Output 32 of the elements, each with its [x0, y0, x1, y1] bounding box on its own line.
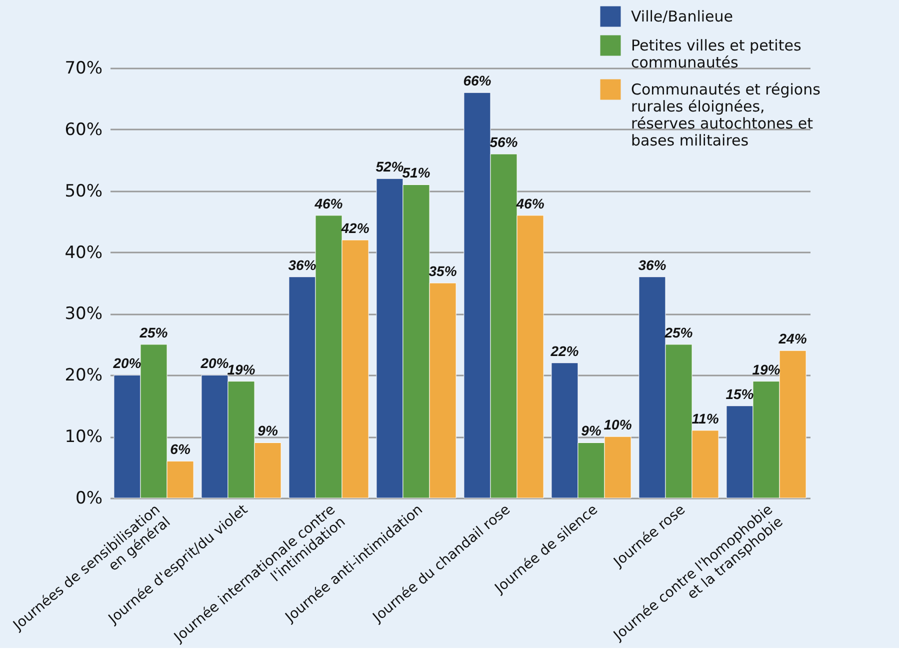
data-label: 24%	[778, 330, 808, 347]
data-label: 51%	[402, 164, 431, 181]
y-tick-label: 40%	[64, 242, 102, 263]
y-tick-label: 20%	[64, 366, 102, 386]
data-label: 36%	[288, 256, 317, 273]
legend-label: Communautés et régions rurales éloignées, réserves autochtones et bases militaires	[631, 80, 821, 150]
y-tick-label: 0%	[76, 488, 102, 508]
data-label: 9%	[258, 422, 278, 439]
data-label: 19%	[752, 361, 781, 378]
data-label: 19%	[227, 361, 256, 378]
data-label: 36%	[638, 256, 667, 273]
data-label: 20%	[200, 355, 230, 372]
data-label: 46%	[314, 195, 344, 212]
y-tick-label: 60%	[64, 120, 102, 140]
y-tick-label: 50%	[64, 181, 102, 202]
y-tick-label: 70%	[64, 58, 102, 78]
data-label: 10%	[604, 416, 632, 433]
data-label: 25%	[138, 324, 168, 340]
data-label: 6%	[170, 441, 191, 458]
legend-label: Petites villes et petites communautés	[631, 36, 802, 72]
data-label: 15%	[726, 386, 754, 402]
data-label: 22%	[550, 342, 580, 359]
data-label: 52%	[376, 158, 404, 175]
data-label: 20%	[112, 355, 142, 372]
y-tick-label: 10%	[64, 427, 102, 448]
data-label: 56%	[490, 134, 518, 150]
data-label: 35%	[428, 263, 458, 279]
data-label: 11%	[692, 410, 720, 426]
data-label: 66%	[463, 72, 492, 89]
legend-label: Ville/Banlieue	[631, 8, 734, 26]
data-label: 9%	[581, 422, 602, 439]
y-tick-label: 30%	[64, 304, 102, 324]
